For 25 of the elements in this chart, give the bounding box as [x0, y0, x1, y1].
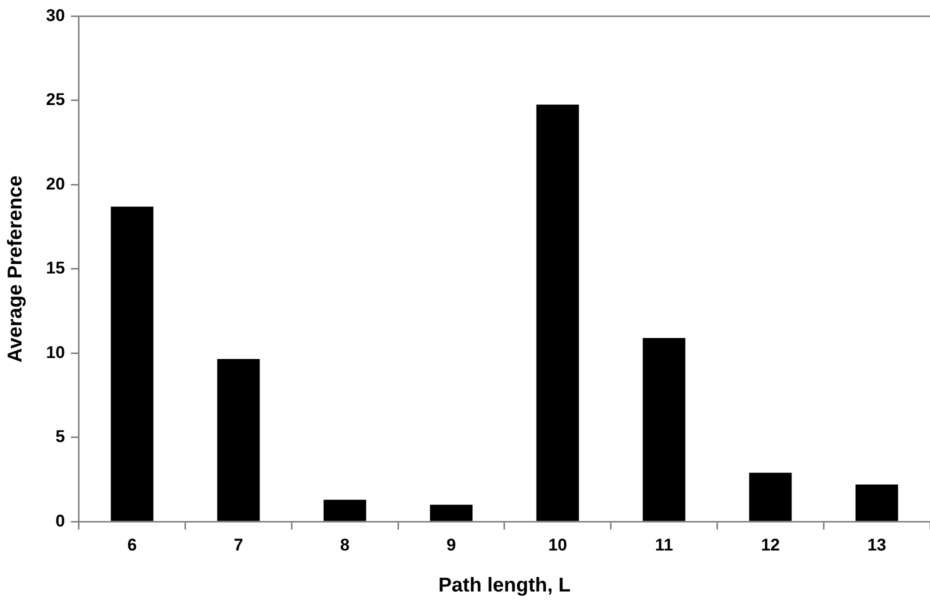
x-tick-label: 6: [127, 535, 137, 554]
x-axis-title: Path length, L: [438, 574, 571, 597]
x-tick-label: 7: [234, 535, 244, 554]
bar: [324, 500, 366, 521]
y-tick-label: 25: [46, 90, 65, 110]
x-tick-label: 12: [760, 535, 780, 554]
bar: [856, 484, 898, 521]
x-tick-label: 11: [655, 535, 674, 554]
bar: [536, 104, 579, 521]
y-axis-title: Average Preference: [4, 175, 27, 362]
y-tick-label: 5: [55, 427, 65, 446]
y-tick-label: 0: [55, 511, 65, 530]
x-tick-label: 9: [446, 535, 456, 554]
bar: [642, 338, 686, 521]
bar: [430, 504, 473, 521]
bar: [110, 206, 154, 521]
x-tick-label: 13: [867, 535, 886, 554]
bar: [749, 472, 792, 521]
bar: [217, 359, 260, 521]
y-tick-label: 20: [46, 174, 65, 194]
x-tick-label: 8: [340, 535, 350, 554]
x-tick-label: 10: [548, 535, 568, 554]
y-tick-label: 30: [46, 6, 65, 25]
y-tick-label: 10: [46, 342, 65, 362]
y-tick-label: 15: [46, 258, 65, 278]
